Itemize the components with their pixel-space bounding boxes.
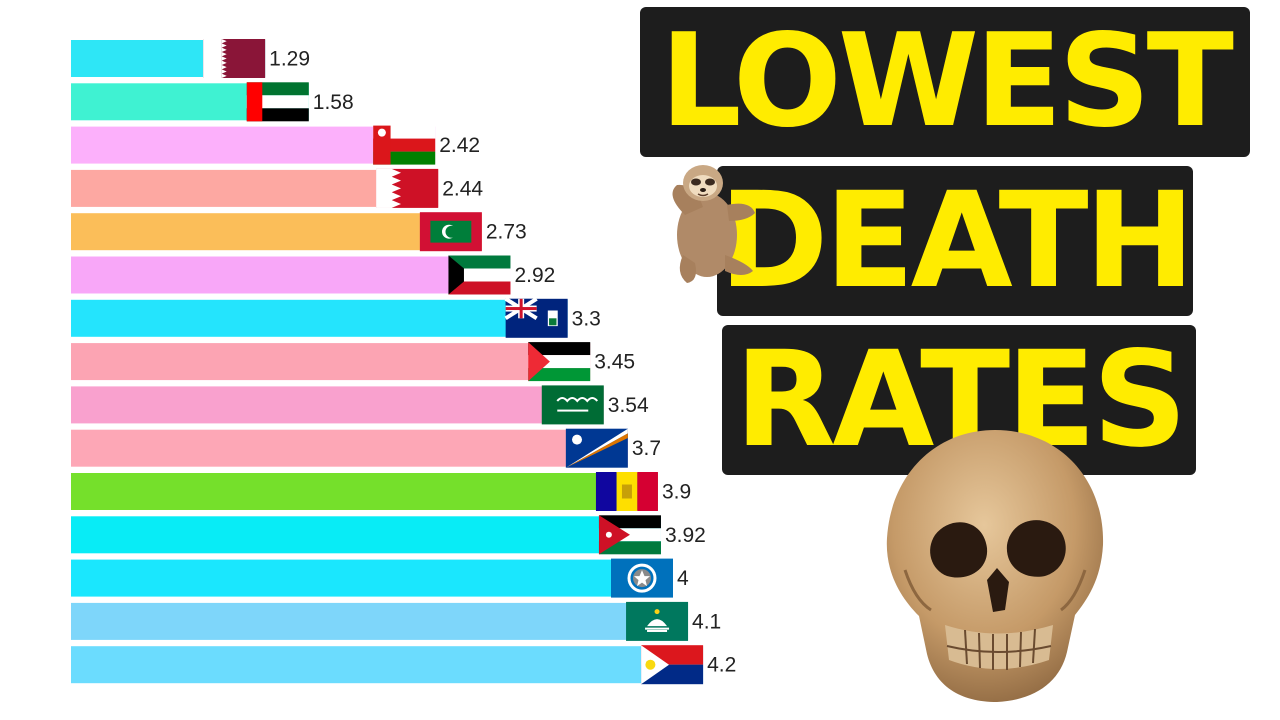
value-label-11: 3.9 [662, 481, 691, 504]
flag-maldives [419, 212, 482, 252]
bar-7 [71, 299, 568, 337]
value-label-7: 3.3 [572, 307, 601, 330]
value-label-10: 3.7 [632, 437, 661, 460]
bar-13 [71, 559, 673, 597]
flag-saudi-arabia [541, 385, 604, 425]
flag-macau [626, 601, 689, 641]
value-label-1: 1.29 [269, 48, 310, 71]
flag-oman [373, 125, 436, 165]
flag-jordan [598, 515, 661, 555]
bar-12 [71, 516, 661, 554]
flag-uae [246, 82, 309, 122]
value-label-2: 1.58 [313, 91, 354, 114]
bar-15 [71, 646, 704, 684]
bar-8 [71, 343, 591, 381]
value-label-4: 2.44 [442, 177, 483, 200]
bar-14 [71, 602, 689, 640]
flag-northern-mariana-islands [611, 558, 673, 598]
bar-5 [71, 213, 482, 251]
value-label-5: 2.73 [486, 221, 527, 244]
bar-11 [71, 473, 658, 510]
value-label-8: 3.45 [594, 351, 635, 374]
title-lowest: LOWEST [640, 7, 1250, 157]
value-label-6: 2.92 [514, 264, 555, 287]
flag-cayman-islands [504, 297, 568, 338]
value-label-12: 3.92 [665, 524, 706, 547]
flag-bahrain [376, 168, 439, 208]
value-label-15: 4.2 [707, 654, 736, 677]
value-label-3: 2.42 [439, 134, 480, 157]
bar-6 [71, 256, 511, 294]
flag-kuwait [448, 255, 511, 295]
flag-palestine [528, 342, 591, 382]
title-death: DEATH [717, 164, 1195, 318]
flag-qatar [203, 39, 266, 78]
bar-10 [71, 429, 628, 467]
bar-9 [71, 386, 604, 424]
value-label-14: 4.1 [692, 610, 721, 633]
value-label-9: 3.54 [608, 394, 649, 417]
title-line-1: LOWEST [660, 7, 1234, 156]
flag-andorra [595, 472, 658, 511]
value-label-13: 4 [677, 567, 689, 590]
title-line-2: DEATH [718, 164, 1195, 318]
sloth-illustration [672, 165, 755, 283]
flag-marshall-islands [565, 428, 628, 468]
skull-illustration [886, 430, 1104, 702]
flag-sint-maarten [641, 645, 704, 685]
title-rates: RATES [722, 325, 1196, 475]
